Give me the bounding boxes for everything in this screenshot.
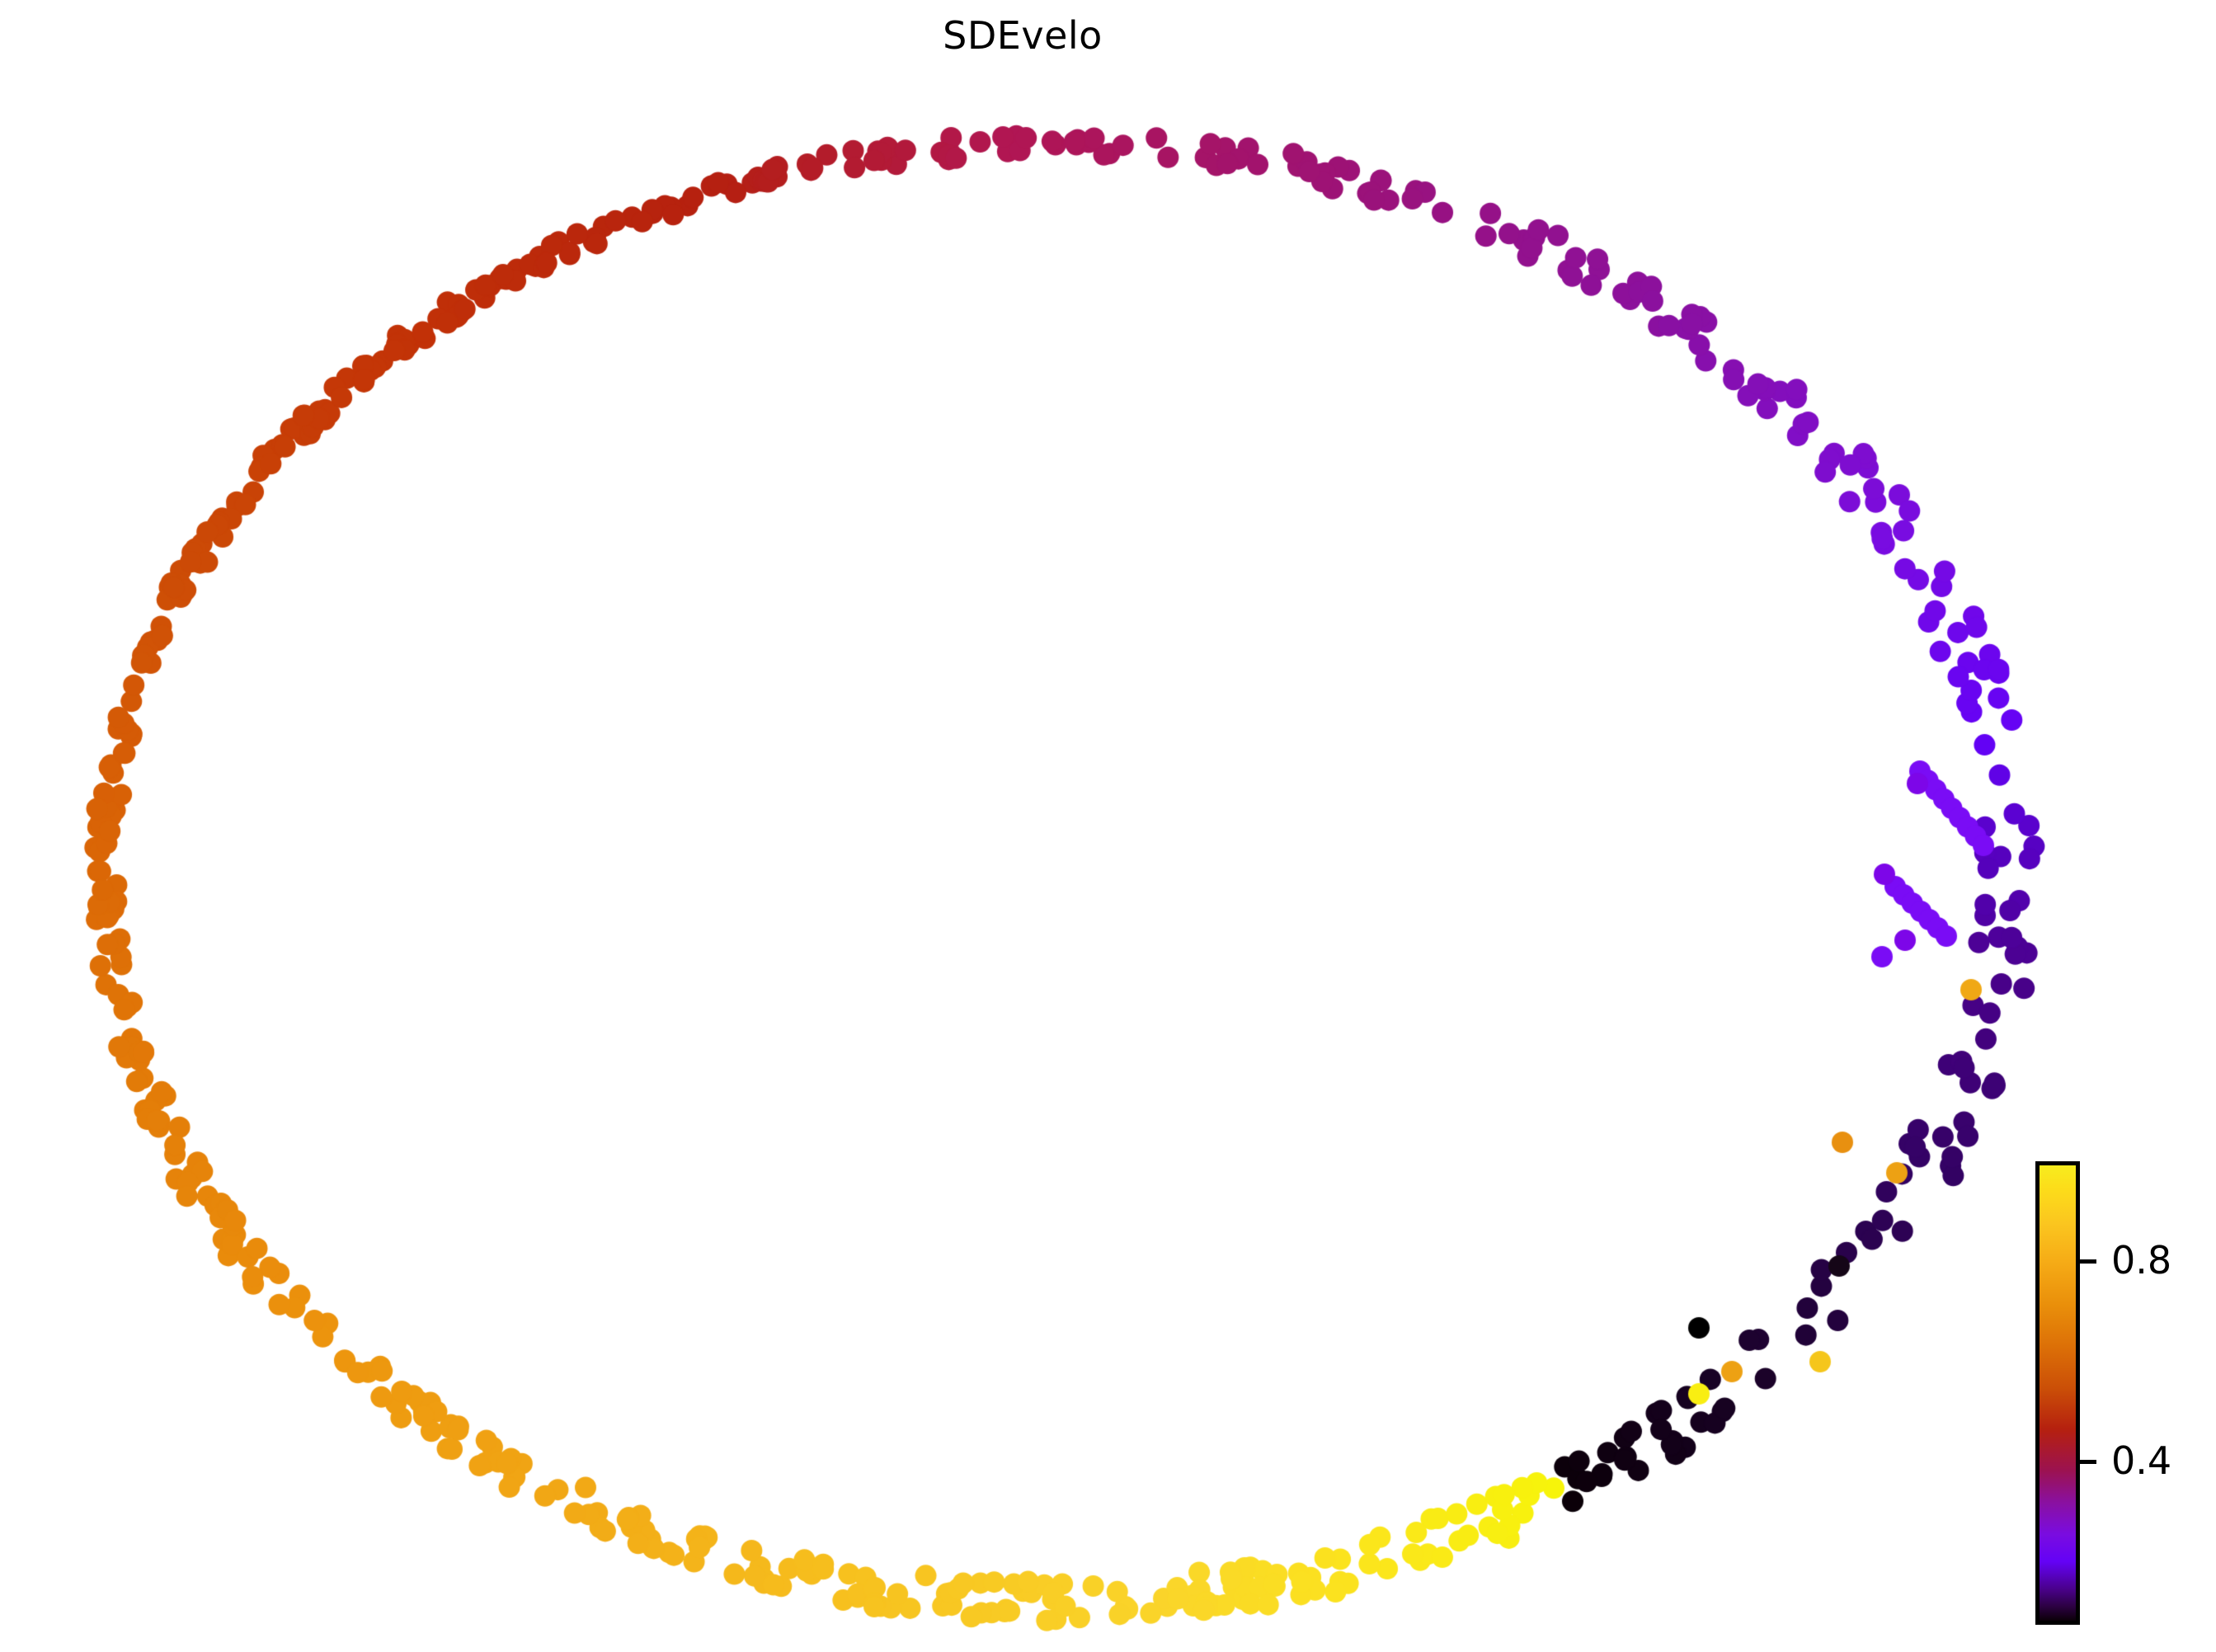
scatter-points-canvas <box>0 0 2045 1652</box>
plot-axes <box>0 0 2045 1652</box>
colorbar-tick-0 <box>2080 1259 2096 1264</box>
colorbar-tick-label-1: 0.4 <box>2111 1438 2172 1483</box>
colorbar-tick-label-0: 0.8 <box>2111 1238 2172 1283</box>
colorbar-tick-1 <box>2080 1460 2096 1464</box>
latent-time-colorbar[interactable]: 0.8 0.4 <box>2035 1161 2209 1625</box>
colorbar-gradient[interactable] <box>2035 1161 2080 1625</box>
